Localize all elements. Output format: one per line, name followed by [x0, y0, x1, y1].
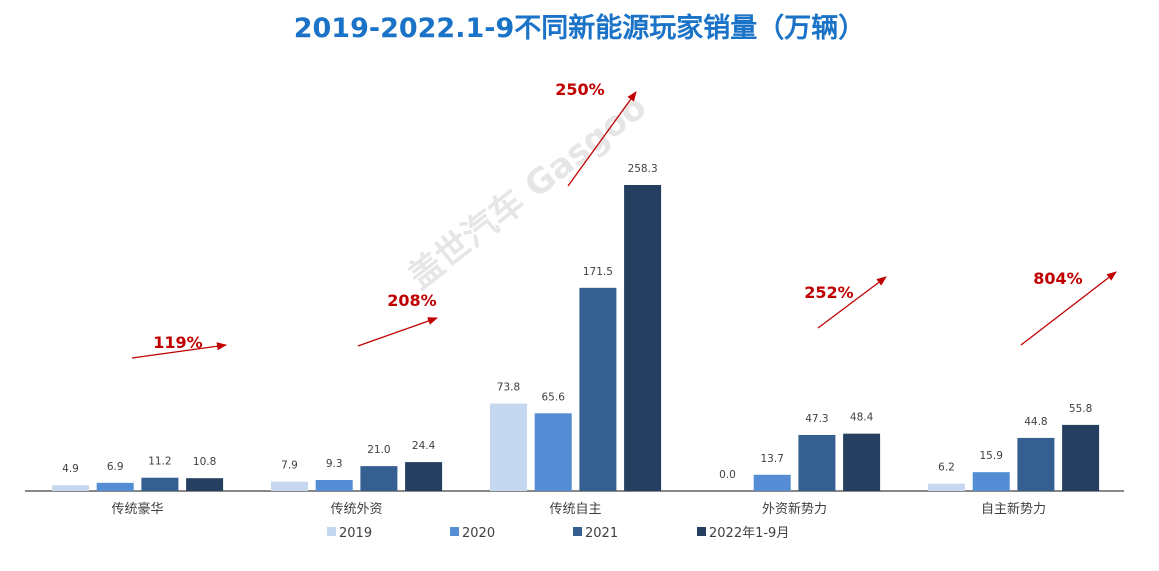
growth-arrow [1020, 271, 1117, 346]
data-label: 13.7 [761, 453, 784, 465]
bar-2022年1-9月-传统自主 [624, 185, 662, 491]
growth-annotation: 208% [387, 291, 436, 310]
growth-annotation: 119% [153, 333, 202, 352]
legend-label: 2019 [339, 526, 372, 541]
data-label: 9.3 [326, 458, 343, 470]
data-label: 65.6 [542, 391, 566, 403]
data-label: 0.0 [719, 469, 736, 481]
category-label: 传统外资 [331, 502, 383, 517]
data-label: 24.4 [412, 440, 436, 452]
data-label: 10.8 [193, 456, 216, 468]
legend-label: 2022年1-9月 [709, 526, 789, 541]
legend-label: 2020 [462, 526, 495, 541]
category-label: 传统自主 [550, 502, 602, 517]
growth-arrow [131, 342, 227, 359]
bar-2020-传统自主 [534, 413, 572, 491]
growth-annotation: 804% [1033, 269, 1082, 288]
bar-2022年1-9月-外资新势力 [843, 433, 881, 491]
category-label: 自主新势力 [981, 501, 1046, 517]
legend-label: 2021 [585, 526, 618, 541]
data-label: 7.9 [281, 460, 298, 472]
bar-2022年1-9月-自主新势力 [1062, 424, 1100, 491]
data-label: 73.8 [497, 382, 520, 394]
bar-2021-自主新势力 [1017, 437, 1055, 491]
growth-arrow [567, 91, 637, 187]
bar-2020-自主新势力 [972, 472, 1010, 491]
data-label: 6.2 [938, 462, 955, 474]
chart-title: 2019-2022.1-9不同新能源玩家销量（万辆） [293, 13, 866, 44]
bar-2022年1-9月-传统外资 [405, 462, 443, 491]
bar-2019-自主新势力 [928, 483, 965, 491]
data-label: 171.5 [583, 266, 613, 278]
data-label: 11.2 [148, 456, 171, 468]
category-label: 外资新势力 [762, 501, 827, 517]
bar-2020-传统外资 [315, 479, 353, 491]
category-label: 传统豪华 [112, 501, 164, 517]
legend-swatch-2019 [327, 527, 336, 536]
growth-annotation: 252% [804, 283, 853, 302]
data-label: 21.0 [367, 444, 390, 456]
bar-2021-传统自主 [579, 287, 617, 491]
data-label: 258.3 [628, 163, 658, 175]
data-label: 6.9 [107, 461, 124, 473]
bar-2021-传统外资 [360, 466, 398, 491]
bar-2021-外资新势力 [798, 434, 836, 491]
legend-swatch-2020 [450, 527, 459, 536]
bar-2020-外资新势力 [753, 474, 791, 491]
bar-2021-传统豪华 [141, 477, 179, 491]
data-label: 15.9 [980, 450, 1003, 462]
bar-2019-传统自主 [490, 403, 527, 491]
bar-2019-传统豪华 [52, 485, 89, 491]
data-label: 4.9 [62, 463, 79, 475]
bar-2022年1-9月-传统豪华 [186, 478, 224, 491]
data-label: 48.4 [850, 412, 874, 424]
data-label: 47.3 [805, 413, 828, 425]
legend-swatch-2022年1-9月 [697, 527, 706, 536]
legend-swatch-2021 [573, 527, 582, 536]
data-label: 55.8 [1069, 403, 1092, 415]
growth-arrow [357, 317, 438, 347]
growth-arrow [817, 276, 887, 329]
bar-2019-传统外资 [271, 481, 308, 491]
growth-annotation: 250% [555, 80, 604, 99]
data-label: 44.8 [1024, 416, 1047, 428]
bar-2020-传统豪华 [96, 482, 134, 491]
